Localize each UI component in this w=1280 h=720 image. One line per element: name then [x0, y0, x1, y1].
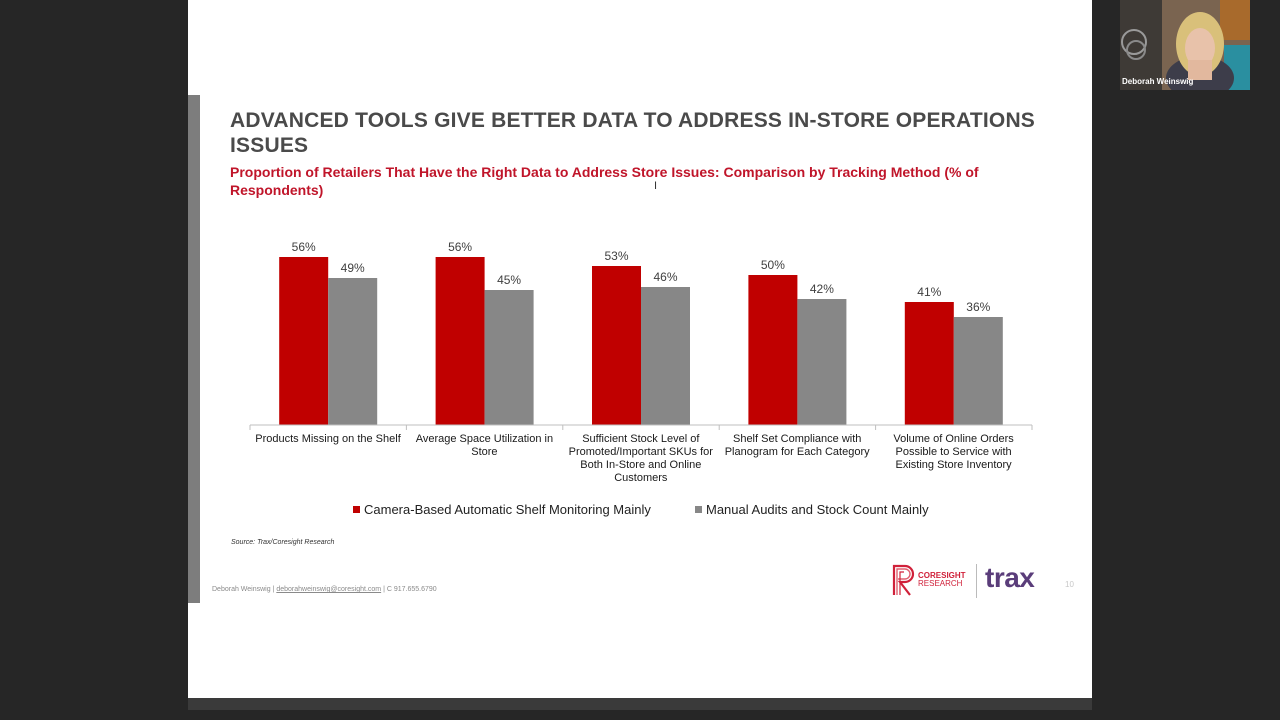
source-note: Source: Trax/Coresight Research [231, 539, 335, 546]
bar-value-label: 49% [341, 261, 365, 275]
bar-camera [592, 266, 641, 425]
page-number: 10 [1065, 580, 1074, 589]
footer-phone: | C 917.655.6790 [383, 586, 437, 593]
bar-manual [641, 287, 690, 425]
footer-email-link[interactable]: deborahweinswig@coresight.com [276, 586, 382, 593]
category-label: Volume of Online Orders Possible to Serv… [893, 433, 1014, 471]
bar-camera [748, 275, 798, 425]
coresight-logo-icon [892, 564, 915, 596]
bar-camera [435, 257, 485, 425]
logo-area: CORESIGHT RESEARCH trax [892, 562, 1092, 602]
slide-title: ADVANCED TOOLS GIVE BETTER DATA TO ADDRE… [230, 109, 1036, 157]
bar-value-label: 50% [761, 258, 785, 272]
participant-video[interactable]: Deborah Weinswig [1120, 0, 1250, 90]
category-label: Shelf Set Compliance with Planogram for … [724, 433, 870, 458]
legend-item-camera: Camera-Based Automatic Shelf Monitoring … [353, 502, 651, 517]
participant-name-label: Deborah Weinswig [1122, 77, 1194, 86]
bar-manual [953, 317, 1003, 425]
legend-label-camera: Camera-Based Automatic Shelf Monitoring … [364, 502, 651, 517]
bar-value-label: 46% [653, 270, 677, 284]
bar-manual [328, 278, 378, 425]
footer-name: Deborah Weinswig | [212, 586, 275, 593]
participant-video-image [1120, 0, 1250, 90]
legend-swatch-camera [353, 506, 360, 513]
legend-swatch-manual [695, 506, 702, 513]
bar-value-label: 53% [604, 249, 628, 263]
category-label: Sufficient Stock Level of Promoted/Impor… [568, 433, 713, 484]
category-label: Products Missing on the Shelf [255, 433, 401, 445]
bar-value-label: 36% [966, 300, 990, 314]
bar-value-label: 56% [448, 240, 472, 254]
bar-manual [484, 290, 534, 425]
bar-value-label: 45% [497, 273, 521, 287]
bar-manual [797, 299, 847, 425]
bar-value-label: 41% [917, 285, 941, 299]
trax-logo: trax [985, 562, 1035, 593]
bar-camera [904, 302, 954, 425]
chart-subtitle: Proportion of Retailers That Have the Ri… [230, 164, 979, 198]
text-cursor-icon: I [654, 180, 658, 192]
bar-value-label: 42% [810, 282, 834, 296]
bar-camera [279, 257, 329, 425]
coresight-logo-text: CORESIGHT RESEARCH [918, 571, 966, 588]
category-label: Average Space Utilization in Store [415, 433, 554, 458]
presentation-slide: ADVANCED TOOLS GIVE BETTER DATA TO ADDRE… [188, 0, 1092, 698]
legend-item-manual: Manual Audits and Stock Count Mainly [695, 502, 929, 517]
logo-divider [976, 564, 977, 598]
bar-chart: 56% 49% 56% 45% 53% 46% 50% 42% 41% 36% [249, 240, 1033, 430]
slide-footer: Deborah Weinswig | deborahweinswig@cores… [212, 586, 437, 593]
viewer-bottom-bar [188, 698, 1092, 710]
slide-accent-bar [188, 95, 200, 603]
bar-value-label: 56% [292, 240, 316, 254]
legend-label-manual: Manual Audits and Stock Count Mainly [706, 502, 929, 517]
chart-legend: Camera-Based Automatic Shelf Monitoring … [353, 502, 953, 520]
